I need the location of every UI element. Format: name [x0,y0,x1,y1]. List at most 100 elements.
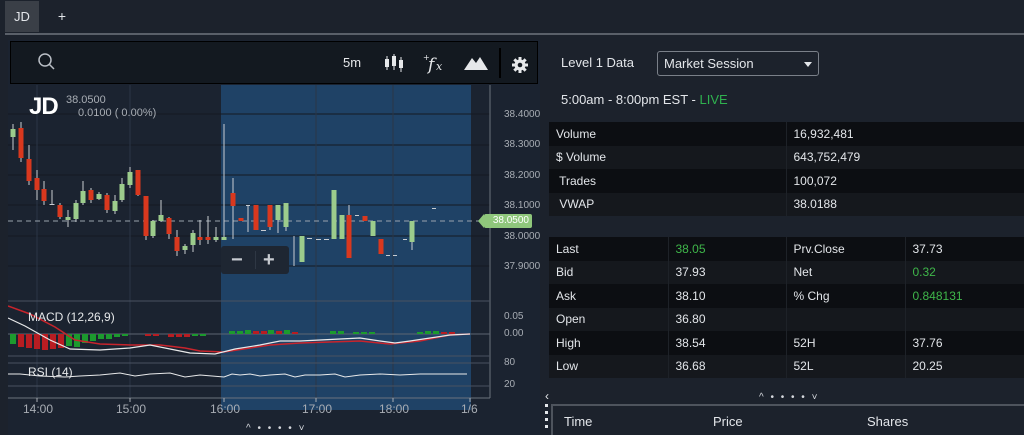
x-axis-label: 17:00 [302,402,333,416]
panel-resize-handle[interactable]: ^ • • • • ˅ [759,392,820,403]
y-axis-label: 38.1000 [504,200,541,211]
table-row: $ Volume 643,752,479 [549,145,1024,169]
session-hours: 5:00am - 8:00pm EST - [561,92,700,107]
x-axis-label: 15:00 [116,402,147,416]
quote-label: 52L [785,354,905,378]
panel-resize-handle[interactable]: ^ • • • • ˅ [246,423,307,434]
quote-value: 0.848131 [904,284,1024,308]
x-axis-label: 16:00 [210,402,241,416]
quote-value: 38.05 [667,237,786,261]
level1-title: Level 1 Data [561,55,634,70]
zoom-out-button[interactable]: − [231,249,243,271]
add-tab-button[interactable]: + [57,8,67,24]
search-icon[interactable] [37,52,57,74]
macd-axis-label: 0.05 [504,311,524,322]
toolbar-separator [499,48,501,78]
fx-icon[interactable]: + f x [423,52,447,75]
zoom-in-button[interactable]: + [263,249,275,271]
level1-panel: Level 1 Data Market Session 5:00am - 8:0… [545,40,1024,435]
y-axis-label: 37.9000 [504,261,541,272]
rsi-label: RSI (14) [28,365,73,379]
quote-label [785,307,905,331]
quote-value: 0.32 [904,260,1024,284]
y-axis-label: 38.2000 [504,170,541,181]
interval-button[interactable]: 5m [343,55,362,70]
svg-text:x: x [436,60,443,73]
table-row: Low 36.68 52L 20.25 [549,354,1024,378]
quote-value: 38.10 [667,284,786,308]
session-dropdown[interactable]: Market Session [657,51,819,76]
candlestick-icon[interactable] [383,52,405,74]
rsi-axis-label: 20 [504,379,516,390]
y-axis-label: 38.0000 [504,231,541,242]
quote-value: 36.68 [667,354,786,378]
x-axis-label: 18:00 [379,402,410,416]
quote-label: Open [549,307,668,331]
quote-value: 37.93 [667,260,786,284]
macd-label: MACD (12,26,9) [28,310,115,324]
quote-label: % Chg [785,284,905,308]
stat-label: Volume [549,122,786,146]
chevron-down-icon [804,62,812,67]
table-row: Open 36.80 [549,307,1024,331]
quote-label: Ask [549,284,668,308]
session-time: 5:00am - 8:00pm EST - LIVE [561,92,728,107]
quote-label: Low [549,354,668,378]
quote-label: Prv.Close [785,237,905,261]
quote-value: 37.76 [904,331,1024,355]
stat-label: VWAP [549,192,786,216]
table-row: Bid 37.93 Net 0.32 [549,260,1024,284]
table-row: VWAP 38.0188 [549,192,1024,216]
quote-change: 0.0100 ( 0.00%) [78,107,157,119]
quote-label: High [549,331,668,355]
chart-toolbar: 5m + f x [10,41,538,84]
summary-table: Volume 16,932,481 $ Volume 643,752,479 Tra… [549,122,1024,216]
stat-value: 38.0188 [785,192,1024,216]
rsi-axis-label: 80 [504,357,516,368]
quote-value: 20.25 [904,354,1024,378]
y-axis-label: 38.3000 [504,139,541,150]
tab-bar: JD + [0,0,1024,35]
quote-value: 37.73 [904,237,1024,261]
quote-value: 38.54 [667,331,786,355]
side-drag-handle[interactable] [545,404,548,435]
y-axis-label: 38.4000 [504,109,541,120]
macd-axis-label: 0.00 [504,328,524,339]
last-price-tag: 38.0500 [478,214,532,228]
tab-jd[interactable]: JD [5,1,39,32]
column-price[interactable]: Price [713,414,743,429]
table-row: Ask 38.10 % Chg 0.848131 [549,284,1024,308]
svg-text:f: f [426,55,437,74]
ticker-symbol: JD [29,93,59,120]
tab-divider [5,33,1024,35]
quote-label: Net [785,260,905,284]
quote-value [904,307,1024,331]
quote-price: 38.0500 [66,94,106,106]
time-sales-header: Time Price Shares [551,404,1024,435]
quote-label: Bid [549,260,668,284]
x-axis-label: 1/6 [461,402,478,416]
stat-label: Trades [549,169,786,193]
session-dropdown-value: Market Session [664,56,754,71]
table-row: Trades 100,072 [549,169,1024,193]
chart-panel: 5m + f x [8,40,540,435]
stat-value: 643,752,479 [785,145,1024,169]
chevron-left-icon[interactable]: ‹ [545,389,549,403]
column-time[interactable]: Time [564,414,593,429]
x-axis-label: 14:00 [23,402,54,416]
column-shares[interactable]: Shares [867,414,909,429]
mountain-icon[interactable] [463,52,489,74]
chart-zoom-control: − + [221,246,289,274]
table-row: High 38.54 52H 37.76 [549,331,1024,355]
quote-table: Last 38.05 Prv.Close 37.73 Bid 37.93 Net… [549,237,1024,378]
svg-text:+: + [423,53,430,62]
quote-label: 52H [785,331,905,355]
stat-label: $ Volume [549,145,786,169]
stat-value: 100,072 [785,169,1024,193]
gear-icon[interactable] [511,52,529,74]
stat-value: 16,932,481 [785,122,1024,146]
live-indicator: LIVE [699,92,728,107]
zoom-separator [255,251,256,269]
table-row: Last 38.05 Prv.Close 37.73 [549,237,1024,261]
table-row: Volume 16,932,481 [549,122,1024,146]
